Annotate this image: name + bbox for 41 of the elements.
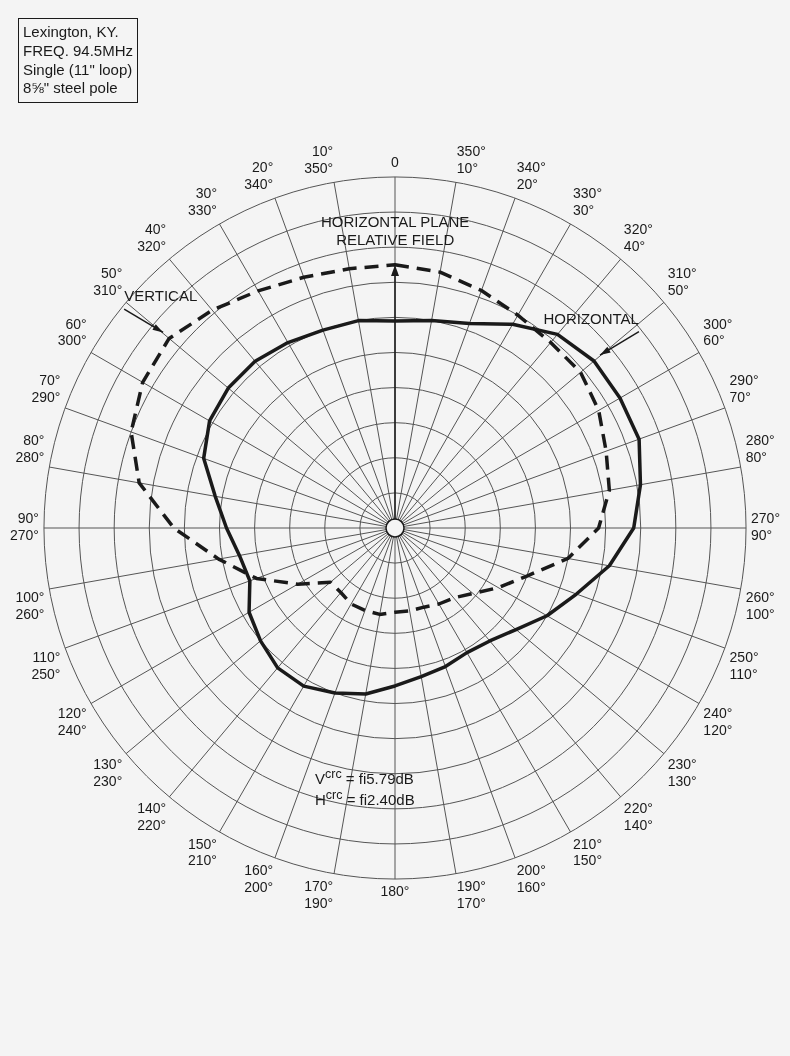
spoke-label: 350° 10° bbox=[456, 143, 486, 176]
spoke-label: 60° 300° bbox=[57, 315, 87, 349]
text: V$^{crc}$ = fi5.79dB H$^{crc}$ = fi2.40dB bbox=[315, 766, 415, 809]
spoke-label: 150° 210° bbox=[188, 835, 217, 869]
spoke-label: 320° 40° bbox=[623, 220, 653, 254]
text: HORIZONTAL PLANE RELATIVE FIELD bbox=[321, 212, 470, 251]
spoke-label: 130° 230° bbox=[93, 756, 123, 789]
spoke-label: 170° 190° bbox=[304, 877, 334, 911]
spoke-label: 310° 50° bbox=[667, 264, 697, 298]
spoke-label: 210° 150° bbox=[573, 835, 602, 869]
spoke-label: 300° 60° bbox=[703, 315, 733, 349]
spoke-label: 80° 280° bbox=[15, 431, 45, 465]
spoke-label: 280° 80° bbox=[745, 431, 775, 465]
spoke-label: 260° 100° bbox=[745, 589, 775, 622]
series-label: HORIZONTAL bbox=[543, 309, 639, 327]
series-label: VERTICAL bbox=[124, 287, 198, 305]
spoke-label: 90° 270° bbox=[9, 510, 39, 544]
spoke-label: 0 bbox=[391, 154, 400, 171]
spoke-label: 250° 110° bbox=[729, 649, 759, 682]
spoke-label: 340° 20° bbox=[516, 159, 546, 192]
spoke-label: 180° bbox=[380, 883, 410, 900]
spoke-label: 110° 250° bbox=[31, 649, 61, 682]
spoke-label: 10° 350° bbox=[304, 143, 334, 176]
spoke-label: 220° 140° bbox=[623, 800, 653, 833]
spoke-label: 160° 200° bbox=[244, 861, 274, 895]
spoke-label: 330° 30° bbox=[573, 185, 602, 219]
spoke-label: 100° 260° bbox=[15, 589, 45, 622]
spoke-label: 50° 310° bbox=[93, 264, 123, 298]
spoke-label: 200° 160° bbox=[516, 861, 546, 895]
spoke-label: 270° 90° bbox=[751, 510, 781, 544]
spoke-label: 70° 290° bbox=[31, 371, 61, 405]
spoke-label: 230° 130° bbox=[667, 756, 697, 789]
text: Lexington, KY. FREQ. 94.5MHz Single (11" loop) 8⅝" steel pole bbox=[18, 18, 139, 103]
spoke-label: 30° 330° bbox=[188, 185, 217, 219]
spoke-label: 290° 70° bbox=[729, 371, 759, 405]
spoke-label: 140° 220° bbox=[137, 800, 167, 833]
spoke-label: 20° 340° bbox=[244, 159, 274, 192]
spoke-label: 240° 120° bbox=[703, 705, 733, 739]
spoke-label: 190° 170° bbox=[456, 877, 486, 911]
spoke-label: 40° 320° bbox=[137, 220, 167, 254]
spoke-label: 120° 240° bbox=[57, 705, 87, 739]
